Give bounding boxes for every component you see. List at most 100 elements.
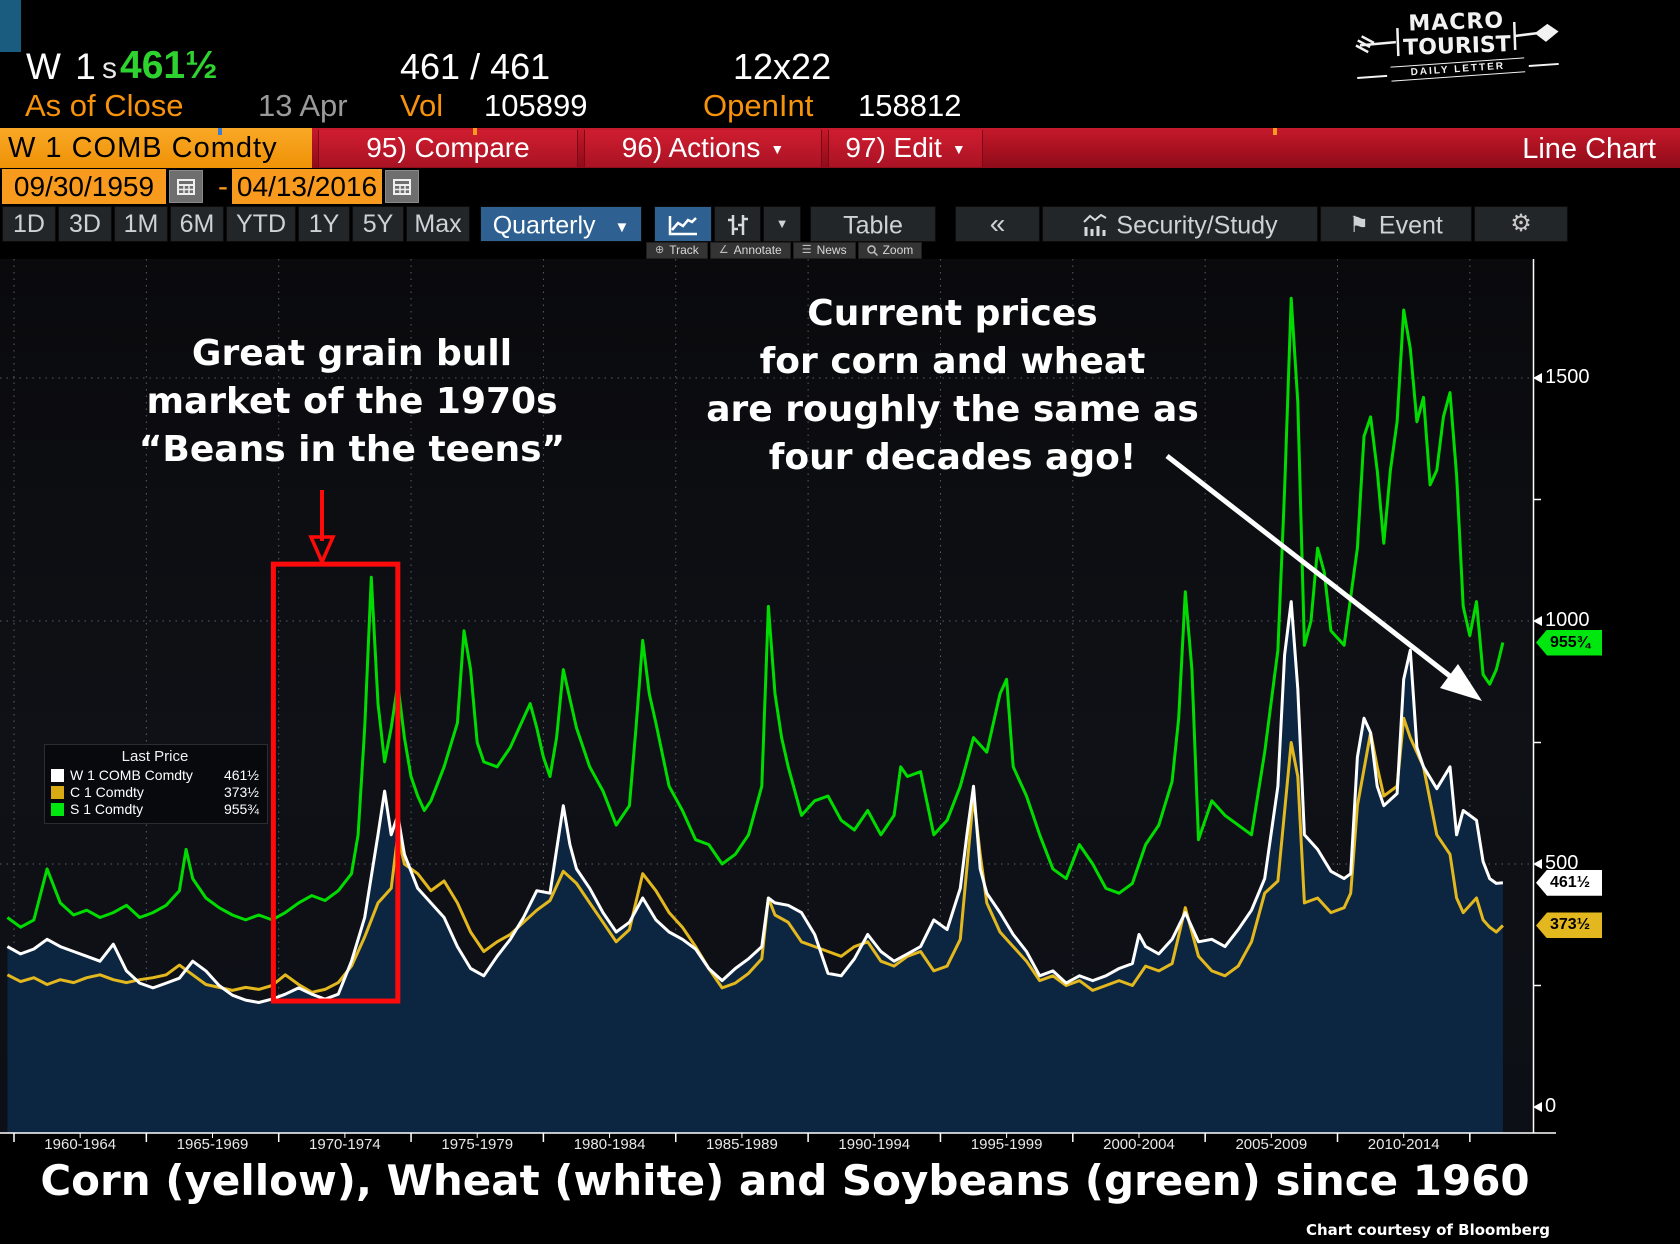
y-axis-tick-marker (1533, 1102, 1542, 1112)
period-tab-5y[interactable]: 5Y (352, 206, 404, 242)
end-date-field[interactable]: 04/13/2016 (232, 169, 382, 204)
white-arrow-shaft (1165, 454, 1457, 682)
line-chart-icon (668, 216, 697, 236)
session-flag: s (102, 52, 117, 85)
period-tab-1d[interactable]: 1D (2, 206, 56, 242)
last-price-badge: 461½ (1536, 869, 1602, 896)
chart-type-dropdown[interactable]: ▼ (763, 206, 801, 242)
legend-swatch-icon (51, 803, 64, 816)
y-axis-tick-marker (1533, 859, 1542, 869)
date-range-row: 09/30/1959 - 04/13/2016 (0, 168, 1680, 206)
legend-swatch-icon (51, 786, 64, 799)
last-price-badge: 955¾ (1536, 629, 1602, 656)
chevron-down-icon: ▼ (775, 216, 789, 231)
settings-button[interactable]: ⚙ (1474, 206, 1568, 242)
cursor-tick (1273, 128, 1277, 135)
x-axis-tick-label: 1965-1969 (176, 1136, 249, 1153)
logo-line2: TOURIST (1402, 32, 1512, 61)
legend-series-name: C 1 Comdty (70, 784, 144, 800)
legend-item[interactable]: C 1 Comdty 373½ (51, 784, 259, 801)
x-axis-tick-label: 1990-1994 (838, 1136, 911, 1153)
start-date-calendar-button[interactable] (169, 170, 203, 203)
chevron-down-icon: ▼ (951, 141, 966, 157)
function-toolbar: W 1 COMB Comdty 95) Compare 96) Actions ▼… (0, 128, 1680, 168)
news-list-icon: ☰ (801, 244, 812, 256)
period-tab-1m[interactable]: 1M (114, 206, 168, 242)
wheat-series-line (6, 600, 1504, 1004)
track-button[interactable]: ⊕ Track (646, 242, 708, 259)
period-tab-ytd[interactable]: YTD (226, 206, 296, 242)
cursor-tick (218, 128, 222, 135)
last-price-badge: 373½ (1536, 912, 1602, 939)
edit-button[interactable]: 97) Edit ▼ (828, 130, 983, 167)
period-tab-6m[interactable]: 6M (170, 206, 224, 242)
bar-chart-type-button[interactable] (714, 206, 761, 242)
annotation-current-prices: Current prices for corn and wheat are ro… (706, 293, 1199, 478)
red-arrow-head-icon (308, 535, 336, 567)
legend-series-name: W 1 COMB Comdty (70, 767, 193, 783)
legend-swatch-icon (51, 769, 64, 782)
logo-text: MACRO TOURIST (1401, 8, 1513, 61)
chart-type-label: Line Chart (1522, 133, 1656, 165)
table-button[interactable]: Table (810, 206, 936, 242)
x-axis-tick-label: 1975-1979 (441, 1136, 514, 1153)
bid-ask-size: 12x22 (733, 46, 832, 87)
calendar-icon (177, 178, 195, 195)
x-axis-tick-label: 2005-2009 (1235, 1136, 1308, 1153)
as-of-date: 13 Apr (258, 88, 348, 123)
chart-tool-strip: ⊕ Track ∠ Annotate ☰ News Zoom (646, 242, 923, 259)
macrotourist-logo: MACRO TOURIST DAILY LETTER (1351, 2, 1564, 87)
volume-value: 105899 (484, 88, 588, 123)
crosshair-icon: ⊕ (655, 244, 665, 256)
chart-legend: Last Price W 1 COMB Comdty 461½ C 1 Comdty… (44, 744, 268, 824)
x-axis-tick-label: 2000-2004 (1103, 1136, 1175, 1153)
event-button[interactable]: ⚑ Event (1320, 206, 1472, 242)
y-axis-tick-marker (1533, 373, 1542, 383)
y-axis-tick-label: 500 (1545, 852, 1579, 874)
cursor-tick (473, 128, 477, 135)
legend-series-name: S 1 Comdty (70, 801, 144, 817)
last-price: 461½ (120, 44, 218, 87)
zoom-button[interactable]: Zoom (857, 242, 923, 259)
x-axis-tick-label: 1980-1984 (573, 1136, 646, 1153)
period-tab-1y[interactable]: 1Y (298, 206, 350, 242)
collapse-panel-button[interactable]: « (955, 206, 1040, 242)
as-of-label: As of Close (25, 88, 184, 123)
legend-series-value: 373½ (223, 784, 259, 800)
chart-caption: Corn (yellow), Wheat (white) and Soybean… (40, 1156, 1530, 1205)
bid-ask: 461 / 461 (400, 46, 551, 87)
legend-series-value: 461½ (223, 767, 259, 783)
x-axis-tick-label: 1995-1999 (970, 1136, 1043, 1153)
line-chart-type-button[interactable] (654, 206, 712, 242)
y-axis-tick-label: 0 (1545, 1095, 1557, 1117)
annotate-button[interactable]: ∠ Annotate (709, 242, 791, 259)
frequency-dropdown[interactable]: Quarterly ▼ (480, 206, 642, 242)
y-axis-tick-label: 1500 (1545, 366, 1590, 388)
x-axis-tick-label: 1970-1974 (309, 1136, 381, 1153)
calendar-icon (393, 178, 411, 195)
openint-value: 158812 (858, 88, 962, 123)
double-chevron-left-icon: « (989, 208, 1006, 239)
legend-item[interactable]: S 1 Comdty 955¾ (51, 801, 259, 818)
period-tab-3d[interactable]: 3D (58, 206, 112, 242)
period-tab-max[interactable]: Max (406, 206, 470, 242)
ticker-symbol: W 1 (26, 46, 98, 87)
end-date-calendar-button[interactable] (385, 170, 419, 203)
x-axis-labels: 1960-1964 1965-1969 1970-1974 1975-1979 1980… (0, 1136, 1556, 1156)
legend-title: Last Price (121, 748, 189, 765)
security-tab[interactable]: W 1 COMB Comdty (0, 128, 312, 168)
legend-rows: W 1 COMB Comdty 461½ C 1 Comdty 373½ S 1 Com… (51, 767, 259, 818)
y-axis-tick-label: 1000 (1545, 609, 1590, 631)
openint-label: OpenInt (703, 88, 814, 123)
price-chart-svg[interactable] (0, 259, 1680, 1149)
x-axis-tick-label: 1960-1964 (44, 1136, 117, 1153)
actions-button[interactable]: 96) Actions ▼ (584, 130, 822, 167)
start-date-field[interactable]: 09/30/1959 (2, 169, 166, 204)
annotation-1970s-bull-market: Great grain bull market of the 1970s “Be… (138, 333, 566, 470)
x-axis-tick-label: 1985-1989 (706, 1136, 778, 1153)
compare-button[interactable]: 95) Compare (318, 130, 578, 167)
security-study-button[interactable]: Security/Study (1042, 206, 1318, 242)
news-button[interactable]: ☰ News (792, 242, 856, 259)
legend-item[interactable]: W 1 COMB Comdty 461½ (51, 767, 259, 784)
